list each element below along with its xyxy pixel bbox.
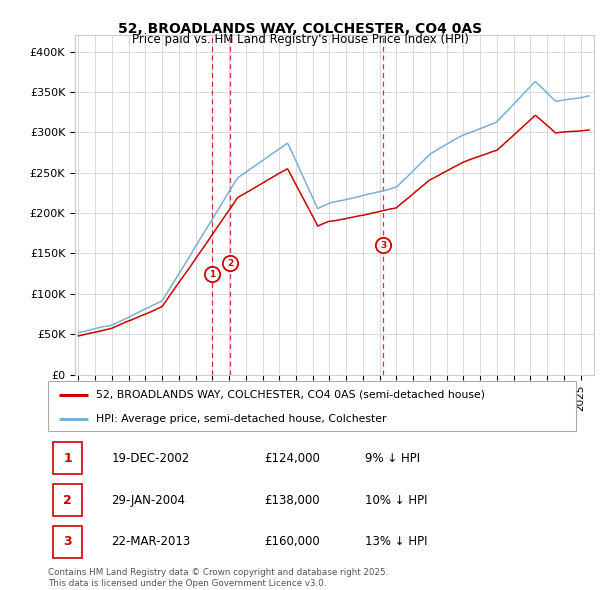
Text: 52, BROADLANDS WAY, COLCHESTER, CO4 0AS: 52, BROADLANDS WAY, COLCHESTER, CO4 0AS	[118, 22, 482, 37]
Text: 13% ↓ HPI: 13% ↓ HPI	[365, 535, 427, 548]
Text: 52, BROADLANDS WAY, COLCHESTER, CO4 0AS (semi-detached house): 52, BROADLANDS WAY, COLCHESTER, CO4 0AS …	[95, 389, 485, 399]
FancyBboxPatch shape	[48, 381, 576, 431]
Text: 9% ↓ HPI: 9% ↓ HPI	[365, 452, 420, 465]
Text: 19-DEC-2002: 19-DEC-2002	[112, 452, 190, 465]
Text: 1: 1	[64, 452, 72, 465]
Text: £138,000: £138,000	[265, 493, 320, 507]
Text: HPI: Average price, semi-detached house, Colchester: HPI: Average price, semi-detached house,…	[95, 414, 386, 424]
FancyBboxPatch shape	[53, 526, 82, 558]
Text: £160,000: £160,000	[265, 535, 320, 548]
Text: £124,000: £124,000	[265, 452, 320, 465]
FancyBboxPatch shape	[53, 442, 82, 474]
Text: Contains HM Land Registry data © Crown copyright and database right 2025.
This d: Contains HM Land Registry data © Crown c…	[48, 568, 388, 588]
Text: 1: 1	[209, 270, 215, 279]
Text: 22-MAR-2013: 22-MAR-2013	[112, 535, 191, 548]
Text: 3: 3	[64, 535, 72, 548]
Text: 10% ↓ HPI: 10% ↓ HPI	[365, 493, 427, 507]
Text: 3: 3	[380, 241, 386, 250]
Text: Price paid vs. HM Land Registry's House Price Index (HPI): Price paid vs. HM Land Registry's House …	[131, 33, 469, 46]
FancyBboxPatch shape	[53, 484, 82, 516]
Text: 29-JAN-2004: 29-JAN-2004	[112, 493, 185, 507]
Text: 2: 2	[64, 493, 72, 507]
Text: 2: 2	[227, 258, 233, 268]
